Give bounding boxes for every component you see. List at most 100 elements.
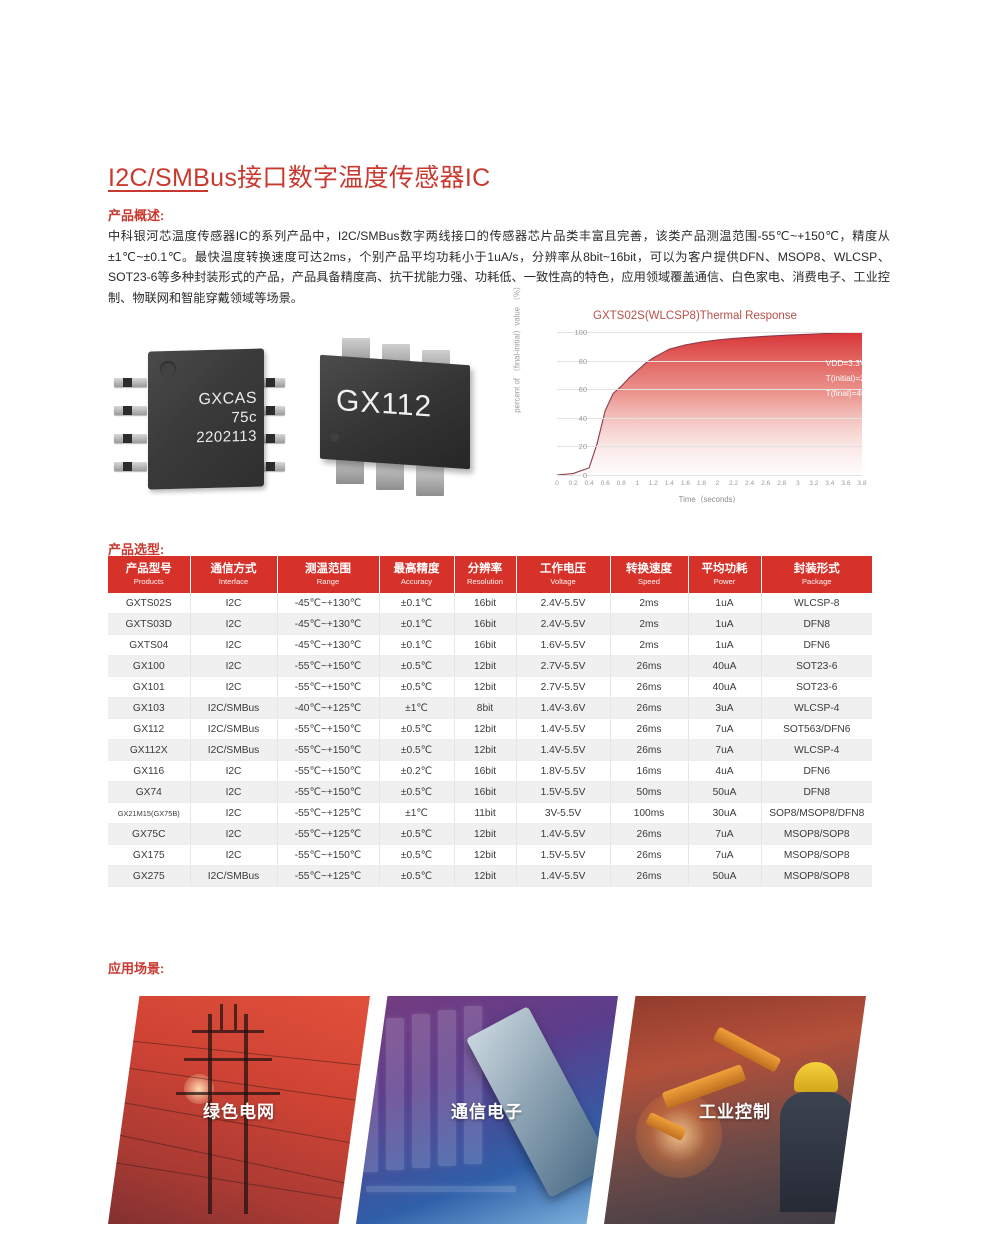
table-cell: 1.5V-5.5V (516, 781, 611, 803)
table-row[interactable]: GX103 I2C/SMBus -40℃~+125℃ ±1℃ 8bit 1.4V-3.6V… (108, 697, 872, 719)
chip2-pad-bottom-2 (376, 460, 404, 490)
table-cell: -55℃~+125℃ (277, 865, 380, 887)
table-cell: -55℃~+125℃ (277, 802, 380, 824)
chip2-pad-bottom-3 (416, 466, 444, 496)
table-column-header-1: 通信方式 Interface (190, 556, 278, 593)
chart-plot-area (557, 332, 862, 476)
scene-caption: 绿色电网 (203, 1102, 275, 1122)
overview-text: 中科银河芯温度传感器IC的系列产品中，I2C/SMBus数字两线接口的传感器芯片… (108, 229, 890, 305)
scene-card-green-grid[interactable]: 绿色电网 (108, 996, 370, 1224)
table-body: GXTS02S I2C -45℃~+130℃ ±0.1℃ 16bit 2.4V-5.5V 2… (108, 593, 872, 887)
table-row[interactable]: GX75C I2C -55℃~+125℃ ±0.5℃ 12bit 1.4V-5.5V 26m… (108, 823, 872, 845)
chart-annotation: T(initial)=25C° (825, 373, 879, 383)
scenes-section-label: 应用场景: (108, 961, 165, 976)
column-header-en: Resolution (467, 577, 503, 586)
table-cell: I2C (190, 613, 278, 635)
table-cell: DFN6 (761, 760, 872, 782)
chip1-lead-right-4 (260, 462, 285, 471)
chip1-lead-right-3 (260, 434, 285, 443)
chart-x-tick: 1.8 (696, 480, 707, 487)
chip1-marking-line2: 75c (231, 408, 257, 427)
chip1-pin1-dot (160, 360, 176, 378)
table-cell: GX74 (108, 781, 191, 803)
column-header-en: Speed (638, 577, 660, 586)
table-cell: GX21M15(GX75B) (108, 802, 191, 824)
chip-package-gxcas: GXCAS 75c 2202113 (148, 348, 264, 490)
table-cell: GX103 (108, 697, 191, 719)
table-cell: I2C (190, 676, 278, 698)
table-cell: 16bit (454, 613, 517, 635)
application-scenes: 绿色电网 通信电子 (108, 996, 872, 1224)
chart-y-tick: 100 (574, 328, 587, 337)
chart-title: GXTS02S(WLCSP8)Thermal Response (593, 310, 797, 322)
table-cell: I2C (190, 760, 278, 782)
table-cell: GXTS02S (108, 593, 191, 614)
table-row[interactable]: GXTS02S I2C -45℃~+130℃ ±0.1℃ 16bit 2.4V-5.5V 2… (108, 593, 872, 614)
chip1-lead-right-2 (260, 406, 285, 415)
chip-package-gx112: GX112 (320, 354, 470, 470)
chart-x-tick: 0.2 (568, 480, 578, 487)
table-cell: SOP8/MSOP8/DFN8 (761, 802, 872, 824)
table-row[interactable]: GX21M15(GX75B) I2C -55℃~+125℃ ±1℃ 11bit 3V-5.… (108, 802, 872, 824)
column-header-cn: 测温范围 (305, 563, 351, 575)
table-cell: ±0.5℃ (379, 781, 455, 803)
page-title: I2C/SMBus接口数字温度传感器IC (108, 164, 491, 192)
chart-x-tick: 3.6 (841, 480, 851, 487)
table-cell: ±0.5℃ (379, 739, 455, 761)
table-cell: 1uA (688, 593, 762, 614)
chart-annotation: T(final)=40C° (825, 388, 876, 398)
table-cell: GX112X (108, 739, 191, 761)
table-row[interactable]: GX74 I2C -55℃~+150℃ ±0.5℃ 16bit 1.5V-5.5V 50ms… (108, 781, 872, 803)
table-cell: DFN8 (761, 613, 872, 635)
chart-gridline (557, 417, 862, 419)
table-row[interactable]: GX275 I2C/SMBus -55℃~+125℃ ±0.5℃ 12bit 1.4V-5… (108, 865, 872, 887)
column-header-cn: 平均功耗 (701, 563, 748, 575)
table-cell: 26ms (610, 844, 689, 866)
table-row[interactable]: GX112X I2C/SMBus -55℃~+150℃ ±0.5℃ 12bit 1.4V-… (108, 739, 872, 761)
table-cell: 16bit (454, 781, 517, 803)
table-cell: -55℃~+150℃ (277, 760, 380, 782)
table-cell: 1.5V-5.5V (516, 844, 611, 866)
table-row[interactable]: GX116 I2C -55℃~+150℃ ±0.2℃ 16bit 1.8V-5.5V 16m… (108, 760, 872, 782)
table-row[interactable]: GXTS04 I2C -45℃~+130℃ ±0.1℃ 16bit 1.6V-5.5V 2m… (108, 634, 872, 656)
table-cell: MSOP8/SOP8 (761, 865, 872, 887)
table-cell: 26ms (610, 718, 689, 740)
table-cell: GXTS03D (108, 613, 191, 635)
chart-gridline (557, 475, 862, 476)
table-row[interactable]: GX175 I2C -55℃~+150℃ ±0.5℃ 12bit 1.5V-5.5V 26m… (108, 844, 872, 866)
chip2-pin1-dot (330, 432, 339, 443)
table-cell: 12bit (454, 823, 517, 845)
column-header-en: Accuracy (400, 577, 433, 586)
table-cell: -55℃~+150℃ (277, 676, 380, 698)
table-row[interactable]: GX112 I2C/SMBus -55℃~+150℃ ±0.5℃ 12bit 1.4V-5… (108, 718, 872, 740)
table-cell: -55℃~+150℃ (277, 739, 380, 761)
table-cell: WLCSP-4 (761, 739, 872, 761)
table-cell: 26ms (610, 865, 689, 887)
table-cell: ±0.5℃ (379, 718, 455, 740)
chart-y-axis-label: percent of （final-initial）value （%） (512, 282, 522, 413)
table-cell: 1.4V-5.5V (516, 718, 611, 740)
chart-x-tick: 2.4 (745, 480, 755, 487)
table-cell: 40uA (688, 655, 762, 677)
table-cell: 26ms (610, 823, 689, 845)
table-row[interactable]: GX100 I2C -55℃~+150℃ ±0.5℃ 12bit 2.7V-5.5V 26m… (108, 655, 872, 677)
table-cell: GX116 (108, 760, 191, 782)
chip2-marking: GX112 (336, 383, 433, 424)
table-cell: GX100 (108, 655, 191, 677)
table-cell: -55℃~+150℃ (277, 844, 380, 866)
helmet-icon (794, 1062, 838, 1092)
table-cell: 16bit (454, 593, 517, 614)
chart-x-tick: 2.8 (777, 480, 787, 487)
table-cell: 50uA (688, 781, 762, 803)
table-cell: 100ms (610, 802, 689, 824)
table-row[interactable]: GX101 I2C -55℃~+150℃ ±0.5℃ 12bit 2.7V-5.5V 26m… (108, 676, 872, 698)
table-cell: -45℃~+130℃ (277, 634, 380, 656)
scene-card-communication[interactable]: 通信电子 (356, 996, 618, 1224)
scene-card-industrial-control[interactable]: 工业控制 (604, 996, 866, 1224)
table-cell: -55℃~+150℃ (277, 718, 380, 740)
table-cell: I2C (190, 844, 278, 866)
column-header-en: Voltage (550, 577, 576, 586)
table-cell: I2C/SMBus (190, 697, 278, 719)
table-cell: ±0.5℃ (379, 823, 455, 845)
table-row[interactable]: GXTS03D I2C -45℃~+130℃ ±0.1℃ 16bit 2.4V-5.5V 2… (108, 613, 872, 635)
